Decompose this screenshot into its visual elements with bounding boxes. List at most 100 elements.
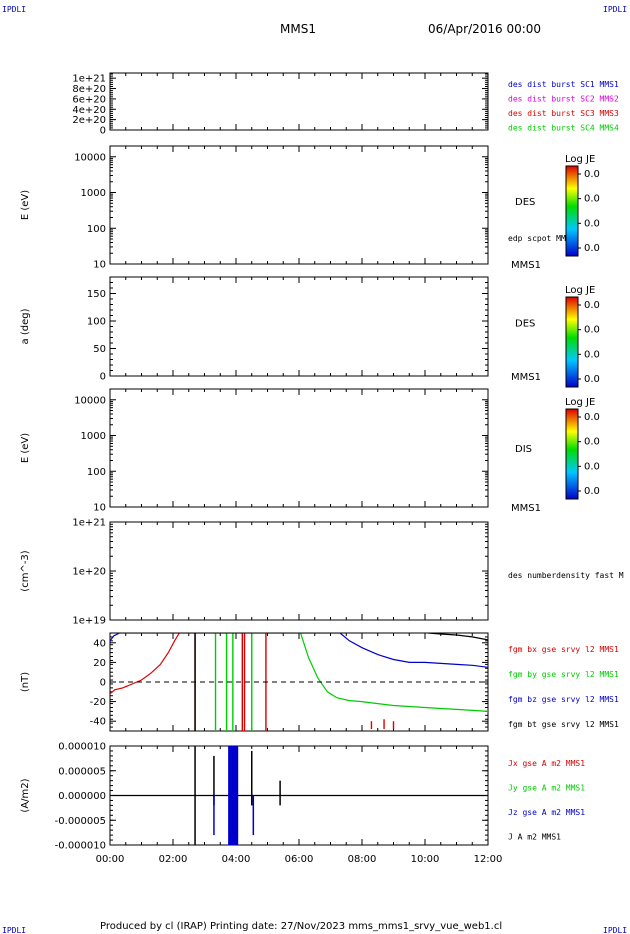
colorbar-title: Log JE [565, 397, 595, 408]
legend-entry: Jy gse A m2 MMS1 [508, 784, 585, 793]
legend-entry: fgm bx gse srvy l2 MMS1 [508, 645, 619, 654]
colorbar-title: Log JE [565, 154, 595, 165]
y-tick-label: -40 [90, 717, 106, 728]
side-label: DES [515, 319, 535, 330]
spacecraft-label: MMS1 [511, 260, 541, 271]
legend-entry: des dist burst SC2 MMS2 [508, 95, 619, 104]
spacecraft-label: MMS1 [511, 372, 541, 383]
x-tick-label: 08:00 [348, 854, 377, 865]
y-tick-label: 8e+20 [72, 84, 106, 95]
y-tick-label: -0.000005 [55, 816, 106, 827]
extra-label: edp scpot MMS1 [508, 234, 576, 243]
y-tick-label: 6e+20 [72, 94, 106, 105]
colorbar-tick-label: 0.0 [584, 300, 600, 311]
colorbar-tick-label: 0.0 [584, 374, 600, 385]
y-tick-label: 1000 [81, 188, 106, 199]
panel-frame-0 [109, 72, 489, 131]
x-tick-label: 06:00 [285, 854, 314, 865]
colorbar-tick-label: 0.0 [584, 194, 600, 205]
series-line [110, 633, 180, 695]
x-tick-label: 02:00 [159, 854, 188, 865]
y-tick-label: 10 [93, 503, 106, 514]
y-axis-label: (cm^-3) [20, 550, 31, 591]
legend-entry: Jz gse A m2 MMS1 [508, 808, 585, 817]
legend-entry: fgm by gse srvy l2 MMS1 [508, 670, 619, 679]
legend-entry: fgm bz gse srvy l2 MMS1 [508, 695, 619, 704]
y-tick-label: 10000 [74, 395, 106, 406]
header-date: 06/Apr/2016 00:00 [428, 22, 541, 36]
footer-left-corner: IPDLI [2, 926, 26, 934]
y-tick-label: 40 [93, 638, 106, 649]
y-axis-label: a (deg) [20, 308, 31, 344]
y-tick-label: 1e+19 [72, 616, 106, 627]
panel-frame-3 [109, 388, 489, 508]
side-label: DIS [515, 444, 532, 455]
x-tick-label: 10:00 [411, 854, 440, 865]
header-right-corner: IPDLI [603, 5, 627, 14]
y-tick-label: 20 [93, 658, 106, 669]
y-tick-label: 0.000010 [58, 742, 106, 753]
panel-frame-4 [109, 521, 489, 621]
header-left-corner: IPDLI [2, 5, 26, 14]
spacecraft-label: MMS1 [511, 503, 541, 514]
colorbar-tick-label: 0.0 [584, 486, 600, 497]
legend-entry: Jx gse A m2 MMS1 [508, 759, 585, 768]
y-tick-label: 100 [87, 224, 106, 235]
y-tick-label: 1e+20 [72, 567, 106, 578]
y-tick-label: 1000 [81, 431, 106, 442]
series-line [300, 633, 488, 712]
fgm-plot-area [110, 633, 488, 731]
y-tick-label: 100 [87, 467, 106, 478]
colorbar-tick-label: 0.0 [584, 218, 600, 229]
legend-entry: des numberdensity fast M [508, 571, 624, 580]
y-tick-label: 0 [100, 372, 106, 383]
y-tick-label: 4e+20 [72, 105, 106, 116]
legend-entry: des dist burst SC1 MMS1 [508, 80, 619, 89]
y-tick-label: 50 [93, 344, 106, 355]
colorbar-tick-label: 0.0 [584, 461, 600, 472]
series-line [110, 633, 488, 668]
x-tick-label: 04:00 [222, 854, 251, 865]
y-tick-label: 0.000000 [58, 791, 106, 802]
y-tick-label: 0.000005 [58, 766, 106, 777]
colorbar-tick-label: 0.0 [584, 437, 600, 448]
header-spacecraft: MMS1 [280, 22, 316, 36]
y-tick-label: 2e+20 [72, 115, 106, 126]
y-axis-label: (nT) [20, 672, 31, 692]
y-tick-label: 0 [100, 126, 106, 137]
y-axis-label: (A/m2) [20, 778, 31, 812]
legend-entry: fgm bt gse srvy l2 MMS1 [508, 720, 619, 729]
colorbar [565, 165, 579, 257]
y-tick-label: 1e+21 [72, 74, 106, 85]
legend-entry: des dist burst SC4 MMS4 [508, 124, 619, 133]
legend-entry: J A m2 MMS1 [508, 833, 561, 842]
footer-text: Produced by cl (IRAP) Printing date: 27/… [100, 921, 502, 932]
y-tick-label: 10 [93, 260, 106, 271]
colorbar-tick-label: 0.0 [584, 412, 600, 423]
x-tick-label: 12:00 [474, 854, 503, 865]
footer-right-corner: IPDLI [603, 926, 627, 934]
y-tick-label: 10000 [74, 152, 106, 163]
legend-entry: des dist burst SC3 MMS3 [508, 109, 619, 118]
y-tick-label: -0.000010 [55, 841, 106, 852]
side-label: DES [515, 197, 535, 208]
x-tick-label: 00:00 [96, 854, 125, 865]
y-tick-label: 1e+21 [72, 518, 106, 529]
current-burst [228, 746, 239, 845]
y-axis-label: E (eV) [20, 190, 31, 220]
colorbar-tick-label: 0.0 [584, 349, 600, 360]
y-tick-label: -20 [90, 697, 106, 708]
colorbar [565, 408, 579, 500]
panel-frame-1 [109, 145, 489, 265]
colorbar-title: Log JE [565, 285, 595, 296]
panel-frame-2 [109, 276, 489, 377]
y-tick-label: 0 [100, 678, 106, 689]
colorbar-tick-label: 0.0 [584, 243, 600, 254]
y-axis-label: E (eV) [20, 433, 31, 463]
colorbar [565, 296, 579, 388]
colorbar-tick-label: 0.0 [584, 169, 600, 180]
series-line [428, 633, 488, 641]
y-tick-label: 100 [87, 317, 106, 328]
